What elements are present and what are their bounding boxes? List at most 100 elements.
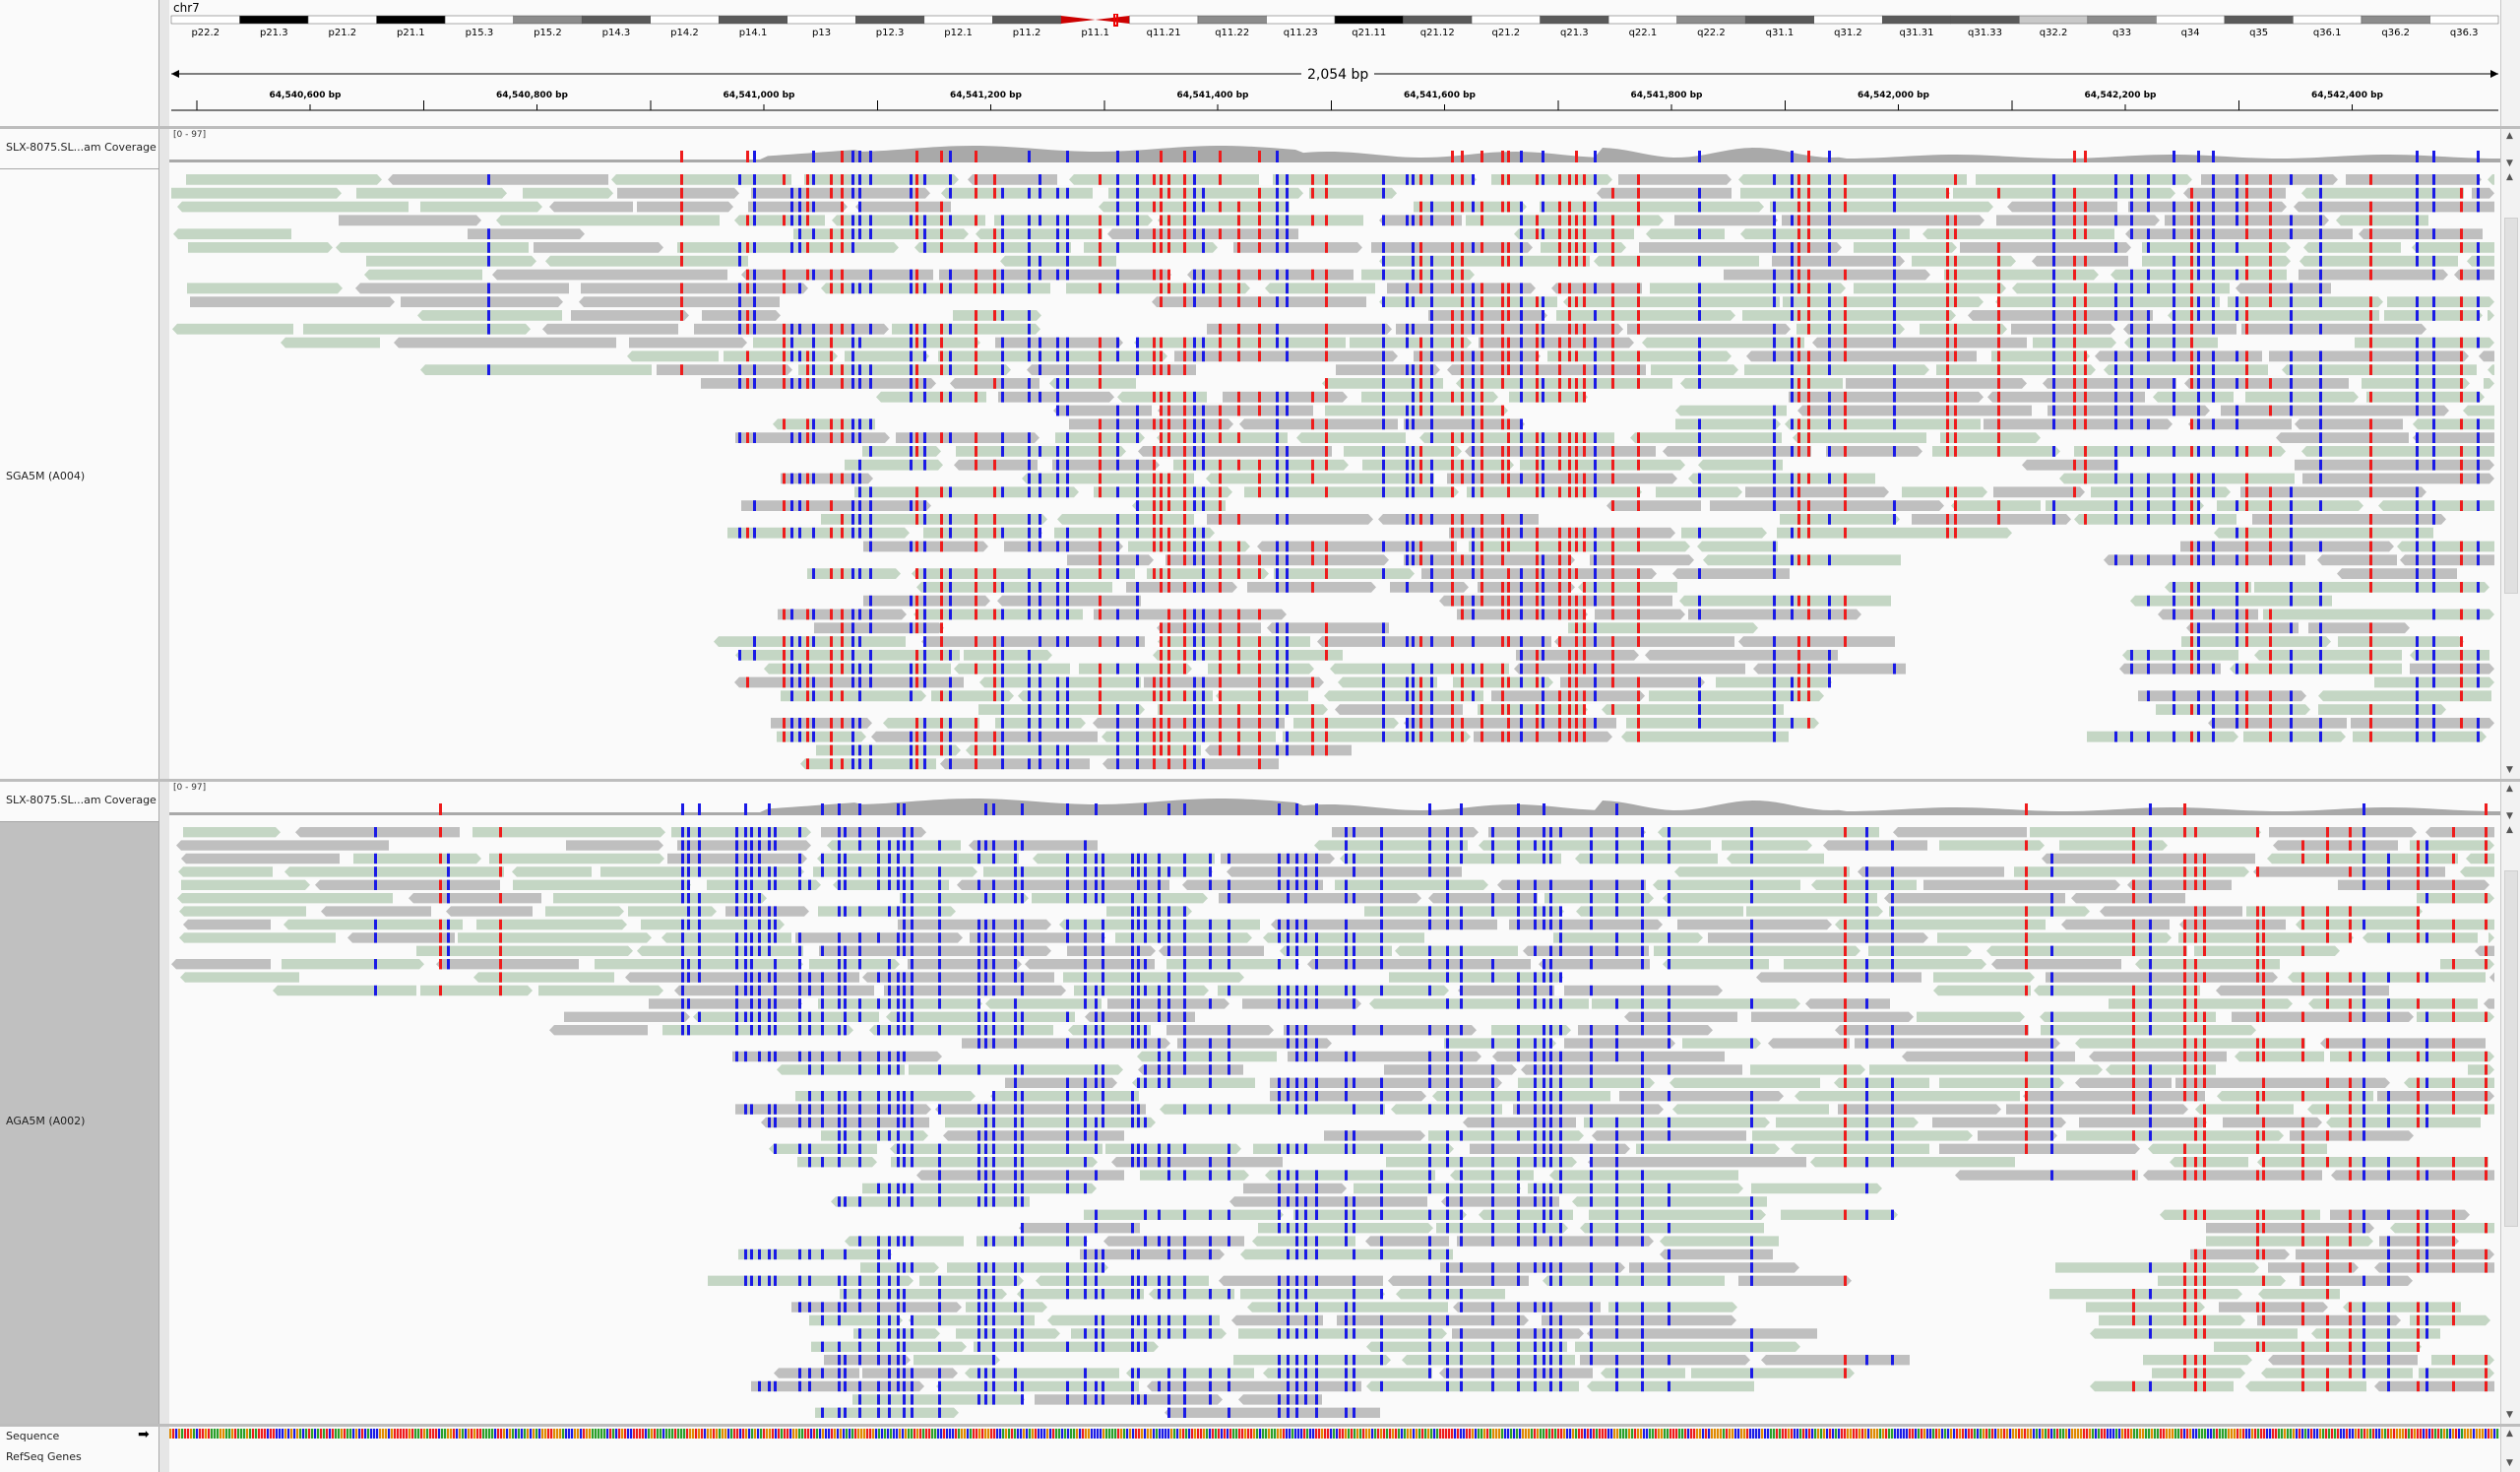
read-mismatch	[1472, 459, 1475, 471]
alignment-read	[854, 486, 1079, 498]
read-mismatch	[2203, 1130, 2206, 1141]
header-scrollbar[interactable]	[2500, 0, 2520, 126]
read-mismatch	[1773, 554, 1776, 566]
read-mismatch	[1491, 1209, 1494, 1220]
read-mismatch	[992, 840, 995, 851]
ruler-tick-label: 64,540,800 bp	[496, 91, 569, 100]
read-mismatch	[858, 215, 861, 226]
read-mismatch	[1219, 296, 1222, 307]
read-mismatch	[841, 269, 844, 281]
read-mismatch	[746, 323, 749, 335]
read-mismatch	[1160, 174, 1163, 185]
read-mismatch	[923, 242, 926, 253]
alignment-read	[2296, 919, 2494, 930]
coverage1-track-name[interactable]: SLX-8075.SL...am Coverage	[6, 141, 157, 154]
read-mismatch	[940, 622, 943, 634]
read-mismatch	[830, 351, 833, 362]
coverage2-track-name[interactable]: SLX-8075.SL...am Coverage	[6, 794, 157, 806]
read-mismatch	[821, 972, 824, 983]
coverage1-track[interactable]	[169, 129, 2500, 168]
coverage2-track[interactable]	[169, 782, 2500, 821]
read-mismatch	[2256, 866, 2259, 877]
alignment-read	[1520, 459, 1685, 471]
read-mismatch	[2426, 840, 2428, 851]
centromere-marker	[1095, 16, 1130, 24]
read-mismatch	[1891, 1143, 1894, 1154]
alignment-read	[1166, 1025, 1274, 1036]
read-mismatch	[1451, 541, 1454, 552]
alignment-read	[1079, 663, 1192, 674]
read-mismatch	[1412, 269, 1415, 281]
alignment2-track-name[interactable]: AGA5M (A002)	[6, 1115, 86, 1127]
read-mismatch	[1446, 1130, 1449, 1141]
read-mismatch	[1997, 418, 2000, 430]
read-mismatch	[1446, 959, 1449, 970]
read-mismatch	[1575, 676, 1578, 688]
alignment-read	[769, 1143, 877, 1154]
read-mismatch	[487, 242, 490, 253]
header-divider[interactable]	[159, 0, 169, 126]
chromosome-ideogram[interactable]: p22.2 p21.3 p21.2 p21.1 p15.3 p15.2 p14.3 p14.2…	[169, 14, 2500, 53]
read-mismatch	[1412, 554, 1415, 566]
alignment2-track[interactable]	[169, 823, 2500, 1424]
coverage-mismatch-bar	[1183, 803, 1186, 815]
read-mismatch	[2073, 187, 2076, 199]
panel-divider[interactable]	[0, 779, 2520, 782]
read-mismatch	[938, 998, 941, 1009]
scroll-up-icon[interactable]: ▲	[2506, 172, 2513, 182]
read-mismatch	[1698, 228, 1701, 239]
read-mismatch	[1568, 608, 1571, 620]
alignment-read	[1835, 1025, 2029, 1036]
panel2-divider[interactable]	[159, 782, 169, 1424]
alignment-read	[764, 663, 951, 674]
scrollbar-thumb[interactable]	[2504, 218, 2518, 594]
read-mismatch	[2452, 998, 2455, 1009]
read-mismatch	[830, 718, 833, 729]
read-mismatch	[2387, 998, 2390, 1009]
panel-divider[interactable]	[0, 126, 2520, 129]
read-mismatch	[977, 1196, 980, 1207]
read-mismatch	[1451, 432, 1454, 443]
read-mismatch	[2369, 527, 2372, 539]
read-mismatch	[1160, 514, 1163, 525]
read-mismatch	[2147, 486, 2150, 498]
read-mismatch	[1116, 758, 1119, 770]
alignment-read	[1708, 932, 1928, 943]
read-mismatch	[2290, 351, 2293, 362]
alignment-read	[1955, 1170, 2138, 1181]
scroll-down-icon[interactable]: ▼	[2506, 159, 2513, 168]
read-mismatch	[1021, 932, 1024, 943]
alignment-read	[1239, 418, 1398, 430]
read-mismatch	[1183, 945, 1186, 956]
panel1-divider[interactable]	[159, 129, 169, 779]
coordinate-ruler[interactable]: 64,540,600 bp 64,540,800 bp 64,541,000 bp 6…	[169, 63, 2500, 122]
read-mismatch	[1559, 1025, 1562, 1036]
coverage-mismatch-bar	[1095, 803, 1098, 815]
alignment1-track[interactable]	[169, 170, 2500, 779]
read-mismatch	[1583, 622, 1586, 634]
alignment1-track-name[interactable]: SGA5M (A004)	[6, 470, 86, 482]
read-mismatch	[2369, 459, 2372, 471]
read-mismatch	[1446, 1183, 1449, 1194]
scroll-down-icon[interactable]: ▼	[2506, 765, 2513, 775]
read-mismatch	[1491, 827, 1494, 838]
read-mismatch	[758, 893, 761, 904]
read-mismatch	[1228, 879, 1230, 890]
read-mismatch	[1014, 1130, 1017, 1141]
scroll-up-icon[interactable]: ▲	[2506, 131, 2513, 141]
read-mismatch	[687, 906, 690, 917]
read-mismatch	[1534, 1223, 1537, 1234]
read-mismatch	[938, 840, 941, 851]
read-mismatch	[774, 840, 777, 851]
alignment-read	[2138, 690, 2306, 702]
read-mismatch	[1446, 1091, 1449, 1102]
panel1-scrollbar[interactable]: ▲ ▼ ▲ ▼	[2500, 129, 2520, 779]
cytoband	[855, 15, 925, 25]
read-mismatch	[1461, 337, 1464, 349]
read-mismatch	[877, 1104, 880, 1115]
read-mismatch	[975, 269, 977, 281]
read-mismatch	[2173, 500, 2175, 511]
read-mismatch	[1542, 432, 1544, 443]
alignment-read	[2125, 228, 2353, 239]
read-mismatch	[1828, 201, 1831, 213]
